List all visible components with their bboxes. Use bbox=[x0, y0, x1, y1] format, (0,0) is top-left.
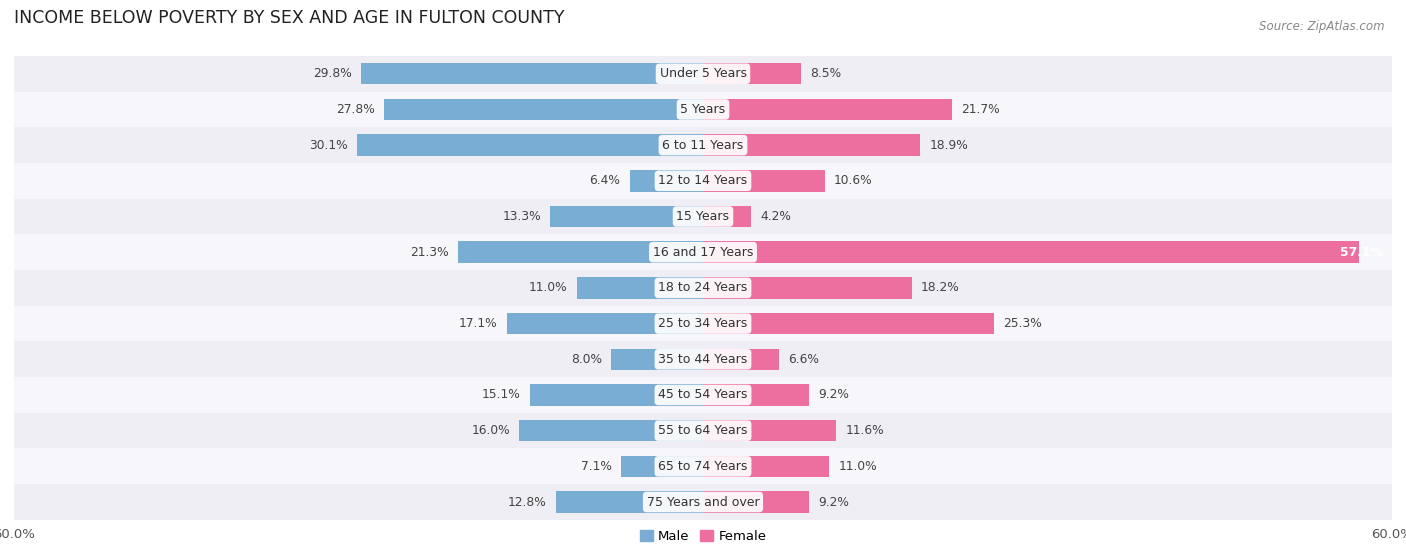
Bar bbox=[703, 206, 751, 227]
Text: 18.9%: 18.9% bbox=[929, 139, 967, 151]
Bar bbox=[621, 456, 703, 477]
Bar bbox=[555, 491, 703, 513]
Bar bbox=[550, 206, 703, 227]
FancyBboxPatch shape bbox=[14, 448, 1392, 484]
FancyBboxPatch shape bbox=[14, 163, 1392, 198]
Bar bbox=[703, 134, 920, 156]
Text: 18.2%: 18.2% bbox=[921, 281, 960, 295]
Text: 35 to 44 Years: 35 to 44 Years bbox=[658, 353, 748, 366]
Text: 13.3%: 13.3% bbox=[502, 210, 541, 223]
Text: 11.6%: 11.6% bbox=[845, 424, 884, 437]
Bar bbox=[384, 99, 703, 120]
Bar bbox=[703, 241, 1358, 263]
Bar bbox=[361, 63, 703, 84]
Text: 7.1%: 7.1% bbox=[582, 460, 612, 473]
Text: 16.0%: 16.0% bbox=[471, 424, 510, 437]
Bar bbox=[703, 99, 952, 120]
Text: 6.4%: 6.4% bbox=[589, 174, 620, 187]
Bar bbox=[703, 349, 779, 370]
FancyBboxPatch shape bbox=[14, 56, 1392, 92]
FancyBboxPatch shape bbox=[14, 377, 1392, 413]
Text: 5 Years: 5 Years bbox=[681, 103, 725, 116]
Text: 11.0%: 11.0% bbox=[529, 281, 568, 295]
FancyBboxPatch shape bbox=[14, 306, 1392, 342]
Bar bbox=[703, 491, 808, 513]
Text: 16 and 17 Years: 16 and 17 Years bbox=[652, 246, 754, 259]
Text: 18 to 24 Years: 18 to 24 Years bbox=[658, 281, 748, 295]
Text: 4.2%: 4.2% bbox=[761, 210, 792, 223]
Text: 45 to 54 Years: 45 to 54 Years bbox=[658, 389, 748, 401]
Bar bbox=[703, 420, 837, 442]
Text: 12 to 14 Years: 12 to 14 Years bbox=[658, 174, 748, 187]
Bar bbox=[703, 63, 800, 84]
Text: 21.3%: 21.3% bbox=[411, 246, 450, 259]
Text: 6 to 11 Years: 6 to 11 Years bbox=[662, 139, 744, 151]
Text: 57.1%: 57.1% bbox=[1340, 246, 1382, 259]
FancyBboxPatch shape bbox=[14, 198, 1392, 234]
Bar bbox=[530, 384, 703, 406]
FancyBboxPatch shape bbox=[14, 413, 1392, 448]
Bar bbox=[703, 456, 830, 477]
Bar bbox=[357, 134, 703, 156]
Text: 11.0%: 11.0% bbox=[838, 460, 877, 473]
Text: 15 Years: 15 Years bbox=[676, 210, 730, 223]
Bar bbox=[703, 384, 808, 406]
Text: 15.1%: 15.1% bbox=[482, 389, 520, 401]
Text: 9.2%: 9.2% bbox=[818, 495, 849, 509]
Text: Source: ZipAtlas.com: Source: ZipAtlas.com bbox=[1260, 20, 1385, 32]
Text: 8.0%: 8.0% bbox=[571, 353, 602, 366]
FancyBboxPatch shape bbox=[14, 342, 1392, 377]
FancyBboxPatch shape bbox=[14, 484, 1392, 520]
FancyBboxPatch shape bbox=[14, 234, 1392, 270]
Text: 55 to 64 Years: 55 to 64 Years bbox=[658, 424, 748, 437]
Text: 9.2%: 9.2% bbox=[818, 389, 849, 401]
Text: 30.1%: 30.1% bbox=[309, 139, 349, 151]
Bar bbox=[576, 277, 703, 299]
Bar bbox=[519, 420, 703, 442]
Bar bbox=[630, 170, 703, 192]
Bar bbox=[612, 349, 703, 370]
Text: 65 to 74 Years: 65 to 74 Years bbox=[658, 460, 748, 473]
Text: 75 Years and over: 75 Years and over bbox=[647, 495, 759, 509]
FancyBboxPatch shape bbox=[14, 127, 1392, 163]
Text: 27.8%: 27.8% bbox=[336, 103, 374, 116]
Text: 10.6%: 10.6% bbox=[834, 174, 873, 187]
Text: 6.6%: 6.6% bbox=[787, 353, 818, 366]
Bar bbox=[458, 241, 703, 263]
Text: 8.5%: 8.5% bbox=[810, 67, 841, 80]
Text: 21.7%: 21.7% bbox=[962, 103, 1000, 116]
Text: 25.3%: 25.3% bbox=[1002, 317, 1042, 330]
Text: 17.1%: 17.1% bbox=[458, 317, 498, 330]
Text: INCOME BELOW POVERTY BY SEX AND AGE IN FULTON COUNTY: INCOME BELOW POVERTY BY SEX AND AGE IN F… bbox=[14, 10, 565, 27]
FancyBboxPatch shape bbox=[14, 92, 1392, 127]
Text: 12.8%: 12.8% bbox=[508, 495, 547, 509]
Text: 25 to 34 Years: 25 to 34 Years bbox=[658, 317, 748, 330]
Bar bbox=[703, 277, 912, 299]
Text: Under 5 Years: Under 5 Years bbox=[659, 67, 747, 80]
Bar bbox=[506, 313, 703, 334]
Bar bbox=[703, 170, 825, 192]
Text: 29.8%: 29.8% bbox=[314, 67, 352, 80]
FancyBboxPatch shape bbox=[14, 270, 1392, 306]
Legend: Male, Female: Male, Female bbox=[640, 530, 766, 543]
Bar bbox=[703, 313, 994, 334]
